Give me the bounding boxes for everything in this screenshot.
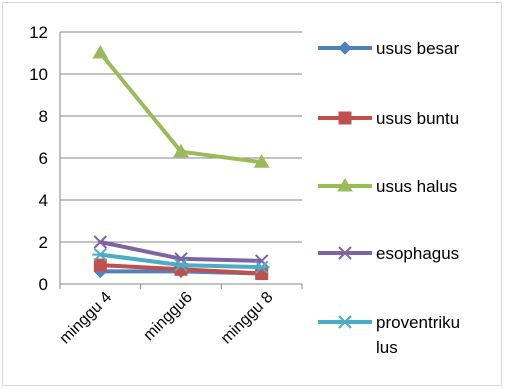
legend-label: usus halus xyxy=(376,177,457,196)
y-tick-label: 4 xyxy=(39,191,48,210)
data-point xyxy=(338,41,352,55)
axes: 0 2 4 6 8 10 12 minggu 4 minggu6 minggu 8 xyxy=(29,23,303,348)
data-point xyxy=(173,143,189,158)
legend: usus besar usus buntu usus halus esophagus p… xyxy=(318,39,460,357)
legend-label: usus besar xyxy=(376,39,459,58)
chart-frame xyxy=(2,2,502,386)
data-point xyxy=(338,111,352,125)
legend-label: esophagus xyxy=(376,244,459,263)
data-point xyxy=(92,247,109,262)
data-point xyxy=(93,235,108,249)
data-point xyxy=(173,258,189,272)
data-point-stroke xyxy=(93,235,108,249)
legend-label: usus buntu xyxy=(376,109,459,128)
data-point xyxy=(337,315,353,329)
data-point xyxy=(253,154,270,168)
legend-item: usus besar xyxy=(318,39,459,58)
data-point xyxy=(93,258,107,272)
data-point xyxy=(337,178,353,192)
x-tick-label: minggu6 xyxy=(140,289,195,344)
gridlines xyxy=(60,31,302,243)
legend-item: usus halus xyxy=(318,177,457,196)
legend-item: proventriku lus xyxy=(318,313,460,357)
y-tick-label: 12 xyxy=(29,23,48,42)
y-tick-label: 8 xyxy=(39,107,48,126)
data-point xyxy=(92,45,109,59)
legend-label: lus xyxy=(376,338,398,357)
y-tick-label: 2 xyxy=(39,233,48,252)
data-point-stroke xyxy=(338,246,352,260)
legend-item: esophagus xyxy=(318,244,459,263)
data-point xyxy=(254,254,269,268)
legend-label: proventriku xyxy=(376,313,460,332)
data-point xyxy=(255,267,269,280)
x-tick-label: minggu 8 xyxy=(218,289,277,348)
data-point xyxy=(253,260,270,274)
y-tick-label: 6 xyxy=(39,149,48,168)
y-tick-label: 0 xyxy=(39,275,48,294)
y-tick-label: 10 xyxy=(29,65,48,84)
data-point-stroke xyxy=(254,254,269,268)
data-point xyxy=(338,246,352,260)
series-lines xyxy=(92,45,270,281)
x-tick-label: minggu 4 xyxy=(57,289,116,348)
legend-item: usus buntu xyxy=(318,109,459,128)
